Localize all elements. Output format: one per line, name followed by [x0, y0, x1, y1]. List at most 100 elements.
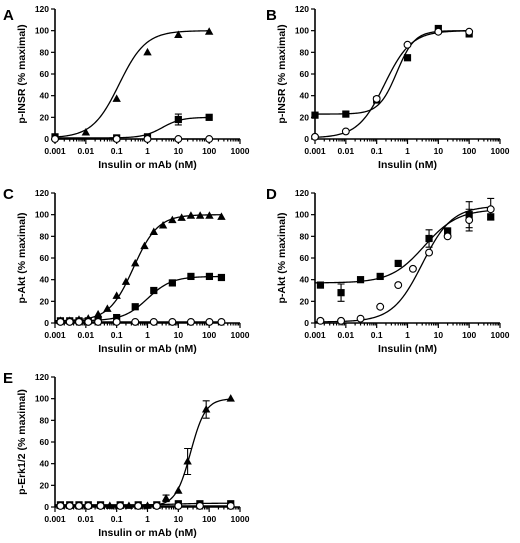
data-point-circle: [205, 135, 214, 143]
data-point-square: [356, 276, 365, 284]
x-tick-label: 100: [202, 330, 216, 340]
x-tick-label: 1000: [491, 146, 510, 156]
y-tick-label: 40: [300, 275, 310, 285]
panel-letter: E: [3, 370, 13, 387]
data-point-circle: [486, 205, 495, 214]
data-point-circle: [425, 248, 434, 257]
y-axis-title: p-Akt (% maximal): [276, 212, 288, 303]
y-tick-label: 80: [300, 47, 310, 57]
x-tick-label: 0.1: [111, 146, 123, 156]
data-point-square: [403, 54, 412, 62]
x-tick-label: 1000: [491, 330, 510, 340]
x-axis-title: Insulin or mAb (nM): [98, 527, 197, 539]
panel-e: E 0 20 40 60 80 100 120 0.001 0.01 0.1 1 10 100 1000 In…: [3, 370, 250, 539]
x-tick-label: 10: [434, 146, 444, 156]
data-point-triangle: [81, 128, 91, 136]
data-point-circle: [143, 135, 152, 143]
x-tick-label: 1: [145, 146, 150, 156]
data-point-square: [376, 272, 384, 281]
x-tick-label: 0.001: [304, 146, 326, 156]
data-point-circle: [168, 317, 177, 326]
data-point-circle: [434, 27, 443, 36]
data-point-triangle: [174, 486, 183, 494]
x-tick-label: 100: [462, 330, 476, 340]
x-tick-label: 1: [405, 146, 410, 156]
data-point-circle: [94, 317, 103, 326]
series-circle: [314, 197, 495, 325]
data-point-triangle: [195, 211, 205, 219]
data-point-circle: [65, 317, 74, 326]
x-tick-label: 0.001: [304, 330, 326, 340]
y-tick-label: 20: [40, 296, 50, 306]
data-point-circle: [316, 316, 325, 325]
x-tick-label: 10: [174, 146, 184, 156]
y-tick-label: 60: [40, 69, 50, 79]
y-axis-title: p-Erk1/2 (% maximal): [16, 389, 28, 495]
data-point-circle: [131, 317, 140, 326]
data-point-square: [113, 313, 121, 322]
data-point-circle: [152, 501, 161, 510]
data-point-square: [342, 110, 350, 118]
series-square: [311, 24, 473, 119]
fit-curve: [55, 398, 231, 507]
y-tick-label: 60: [40, 253, 50, 263]
x-tick-label: 1: [145, 514, 150, 524]
data-point-circle: [174, 501, 183, 510]
data-point-triangle: [183, 457, 192, 465]
data-point-square: [187, 272, 195, 281]
y-tick-label: 60: [40, 437, 50, 447]
data-point-circle: [56, 501, 65, 510]
fit-curve: [314, 209, 491, 284]
data-point-circle: [443, 232, 452, 241]
data-point-triangle: [103, 304, 112, 312]
x-tick-label: 1000: [231, 330, 250, 340]
data-point-circle: [394, 281, 403, 290]
data-point-circle: [96, 501, 105, 510]
data-point-circle: [186, 317, 195, 326]
series-triangle: [55, 394, 235, 509]
data-point-triangle: [204, 27, 214, 35]
y-axis-title: p-INSR (% maximal): [16, 24, 28, 123]
fit-curve: [314, 30, 470, 138]
data-point-circle: [134, 501, 143, 510]
fit-curve: [315, 30, 470, 115]
x-tick-label: 1: [145, 330, 150, 340]
data-point-triangle: [226, 394, 235, 402]
data-point-triangle: [158, 221, 168, 229]
data-point-square: [131, 303, 139, 311]
data-point-circle: [408, 264, 417, 273]
panel-d: D 0 20 40 60 80 100 120 0.001 0.01 0.1 1 10 100 1000 In…: [266, 186, 510, 355]
y-tick-label: 20: [300, 112, 310, 122]
x-tick-label: 0.01: [338, 146, 355, 156]
y-axis-title: p-INSR (% maximal): [276, 24, 288, 123]
data-point-square: [168, 279, 176, 287]
x-axis-title: Insulin or mAb (nM): [98, 343, 197, 355]
data-point-square: [316, 281, 325, 289]
data-point-circle: [84, 501, 93, 510]
data-point-triangle: [161, 493, 171, 502]
data-point-triangle: [149, 227, 158, 235]
data-point-circle: [205, 317, 214, 326]
series-square: [51, 113, 213, 142]
x-axis-title: Insulin (nM): [378, 343, 437, 355]
data-point-circle: [174, 135, 183, 143]
data-point-circle: [311, 132, 319, 141]
data-point-triangle: [205, 211, 214, 219]
panel-b: B 0 20 40 60 80 100 120 0.001 0.01 0.1 1 10 100 1000 In…: [266, 4, 510, 171]
data-point-circle: [65, 501, 74, 510]
y-tick-label: 40: [40, 91, 50, 101]
series-circle: [311, 27, 474, 141]
data-point-circle: [51, 135, 59, 143]
fit-curve: [55, 275, 222, 322]
x-tick-label: 100: [202, 514, 216, 524]
data-point-circle: [195, 501, 204, 510]
y-tick-label: 40: [40, 459, 50, 469]
y-tick-label: 0: [44, 318, 49, 328]
y-tick-label: 80: [300, 231, 310, 241]
data-point-triangle: [174, 30, 183, 38]
y-tick-label: 100: [35, 394, 49, 404]
data-point-triangle: [93, 309, 103, 318]
y-tick-label: 120: [35, 4, 49, 14]
y-tick-label: 60: [300, 253, 310, 263]
